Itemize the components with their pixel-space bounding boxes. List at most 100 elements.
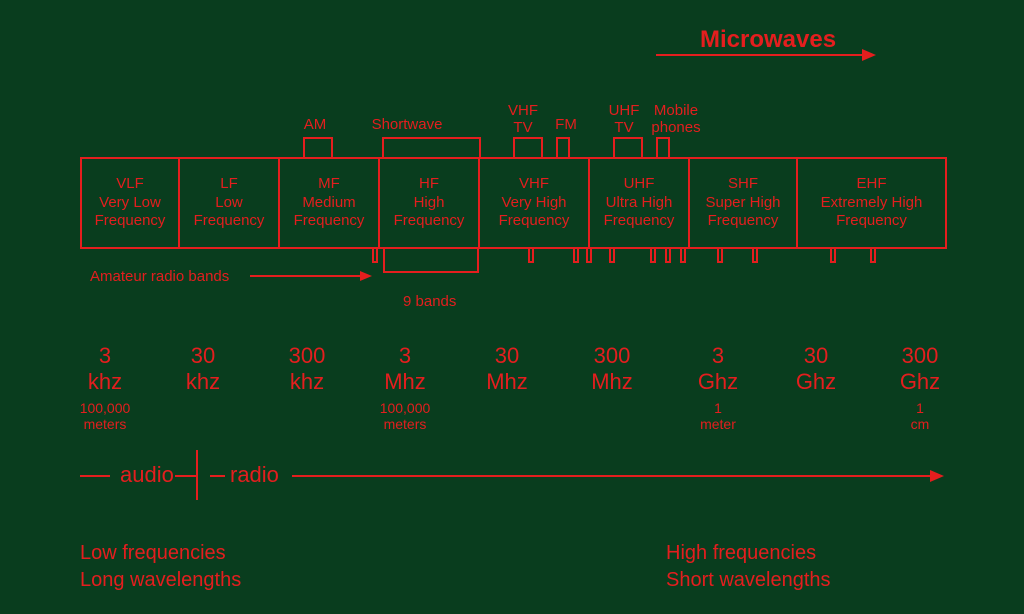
band-abbr: MF bbox=[280, 175, 378, 194]
band-name2: Frequency bbox=[280, 212, 378, 231]
band-name2: Frequency bbox=[180, 212, 278, 231]
topbox-label: AM bbox=[304, 116, 327, 133]
band-vhf: VHFVery HighFrequency bbox=[480, 157, 590, 249]
band-name1: High bbox=[380, 194, 478, 213]
scale-col: 3Ghz 1meter bbox=[678, 343, 758, 432]
audio-radio-divider bbox=[196, 450, 198, 500]
topbox-label: VHFTV bbox=[508, 102, 538, 136]
scale-col: 300Ghz 1cm bbox=[880, 343, 960, 432]
band-abbr: EHF bbox=[798, 175, 945, 194]
band-name1: Super High bbox=[690, 194, 796, 213]
amateur-arrow-head bbox=[360, 271, 372, 281]
footer-right-line1: High frequencies bbox=[666, 542, 816, 564]
scale-unit: Ghz bbox=[900, 369, 940, 394]
amateur-arrow-line bbox=[250, 275, 360, 277]
scale-unit: Mhz bbox=[384, 369, 426, 394]
amateur-tick bbox=[870, 249, 876, 263]
audio-seg2 bbox=[175, 475, 196, 477]
topbox-label: UHFTV bbox=[609, 102, 640, 136]
amateur-tick bbox=[650, 249, 656, 263]
amateur-tick bbox=[586, 249, 592, 263]
topbox bbox=[513, 137, 543, 157]
scale-col: 3khz 100,000meters bbox=[65, 343, 145, 432]
band-name1: Very High bbox=[480, 194, 588, 213]
amateur-tick bbox=[717, 249, 723, 263]
audio-seg1 bbox=[80, 475, 110, 477]
scale-unit: khz bbox=[88, 369, 122, 394]
footer-right: High frequencies Short wavelengths bbox=[666, 540, 831, 594]
band-abbr: VLF bbox=[82, 175, 178, 194]
scale-col: 30Ghz bbox=[776, 343, 856, 396]
topbox bbox=[556, 137, 570, 157]
band-abbr: LF bbox=[180, 175, 278, 194]
band-abbr: HF bbox=[380, 175, 478, 194]
scale-col: 3Mhz 100,000meters bbox=[365, 343, 445, 432]
topbox-label: Shortwave bbox=[372, 116, 443, 133]
scale-unit: Mhz bbox=[486, 369, 528, 394]
band-name1: Extremely High bbox=[798, 194, 945, 213]
band-abbr: UHF bbox=[590, 175, 688, 194]
band-name2: Frequency bbox=[798, 212, 945, 231]
radio-arrow-head bbox=[930, 470, 944, 482]
band-abbr: VHF bbox=[480, 175, 588, 194]
amateur-tick bbox=[609, 249, 615, 263]
band-name1: Very Low bbox=[82, 194, 178, 213]
band-ehf: EHFExtremely HighFrequency bbox=[798, 157, 947, 249]
amateur-label: Amateur radio bands bbox=[90, 268, 229, 285]
scale-unit: khz bbox=[186, 369, 220, 394]
amateur-tick bbox=[372, 249, 378, 263]
topbox-label: Mobilephones bbox=[651, 102, 700, 136]
scale-wavelength: 100,000meters bbox=[65, 400, 145, 432]
amateur-tick bbox=[752, 249, 758, 263]
radio-label: radio bbox=[230, 462, 279, 488]
band-uhf: UHFUltra HighFrequency bbox=[590, 157, 690, 249]
band-name1: Medium bbox=[280, 194, 378, 213]
topbox bbox=[303, 137, 333, 157]
band-name2: Frequency bbox=[690, 212, 796, 231]
scale-unit: Ghz bbox=[698, 369, 738, 394]
band-hf: HFHighFrequency bbox=[380, 157, 480, 249]
scale-value: 3 bbox=[399, 343, 411, 368]
band-name2: Frequency bbox=[480, 212, 588, 231]
footer-left-line2: Long wavelengths bbox=[80, 569, 241, 591]
scale-col: 300khz bbox=[267, 343, 347, 396]
band-mf: MFMediumFrequency bbox=[280, 157, 380, 249]
scale-value: 30 bbox=[191, 343, 215, 368]
scale-col: 30Mhz bbox=[467, 343, 547, 396]
scale-unit: Mhz bbox=[591, 369, 633, 394]
band-name1: Low bbox=[180, 194, 278, 213]
band-name2: Frequency bbox=[380, 212, 478, 231]
amateur-tick bbox=[573, 249, 579, 263]
amateur-tick bbox=[383, 249, 479, 273]
scale-wavelength: 1meter bbox=[678, 400, 758, 432]
microwaves-label: Microwaves bbox=[700, 26, 836, 54]
amateur-tick bbox=[528, 249, 534, 263]
amateur-tick bbox=[830, 249, 836, 263]
scale-value: 3 bbox=[99, 343, 111, 368]
microwaves-arrow-head bbox=[862, 49, 876, 61]
scale-value: 30 bbox=[495, 343, 519, 368]
band-name2: Frequency bbox=[82, 212, 178, 231]
band-name1: Ultra High bbox=[590, 194, 688, 213]
band-abbr: SHF bbox=[690, 175, 796, 194]
footer-left: Low frequencies Long wavelengths bbox=[80, 540, 241, 594]
scale-unit: khz bbox=[290, 369, 324, 394]
topbox bbox=[613, 137, 643, 157]
scale-value: 300 bbox=[902, 343, 939, 368]
scale-wavelength: 100,000meters bbox=[365, 400, 445, 432]
scale-wavelength: 1cm bbox=[880, 400, 960, 432]
footer-right-line2: Short wavelengths bbox=[666, 569, 831, 591]
scale-value: 300 bbox=[289, 343, 326, 368]
scale-value: 3 bbox=[712, 343, 724, 368]
audio-label: audio bbox=[120, 462, 174, 488]
scale-col: 300Mhz bbox=[572, 343, 652, 396]
topbox-label: FM bbox=[555, 116, 577, 133]
radio-arrow-line bbox=[292, 475, 930, 477]
radio-seg3 bbox=[210, 475, 225, 477]
amateur-tick bbox=[680, 249, 686, 263]
footer-left-line1: Low frequencies bbox=[80, 542, 226, 564]
band-lf: LFLowFrequency bbox=[180, 157, 280, 249]
scale-value: 30 bbox=[804, 343, 828, 368]
band-shf: SHFSuper HighFrequency bbox=[690, 157, 798, 249]
topbox bbox=[382, 137, 481, 157]
